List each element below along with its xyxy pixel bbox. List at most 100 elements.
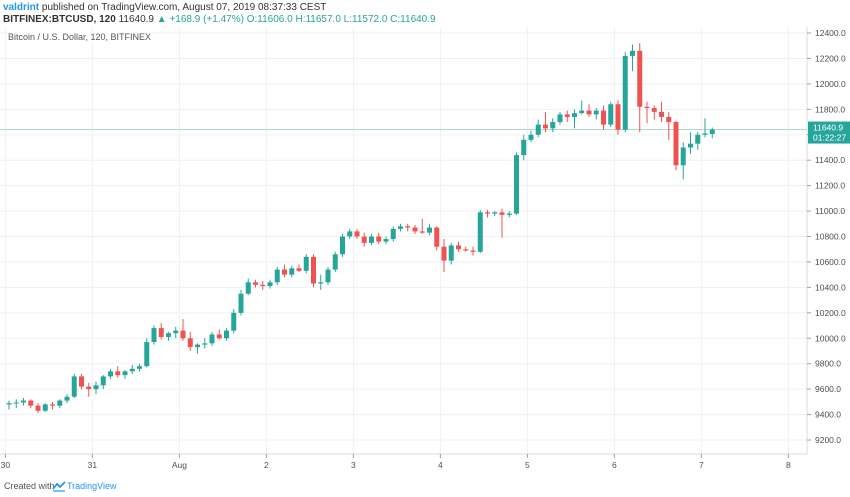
y-axis-panel[interactable] [807, 27, 850, 477]
candle-body [463, 249, 469, 251]
candle [202, 338, 208, 349]
candle-body [296, 268, 302, 271]
created-with-label: Created with [4, 481, 55, 491]
candle [644, 101, 650, 124]
candle-body [695, 134, 701, 144]
candle [274, 267, 280, 285]
candle-body [35, 405, 41, 411]
candle-body [354, 231, 360, 237]
candle [412, 225, 418, 234]
x-tick-label: 5 [525, 460, 530, 470]
candle-body [586, 110, 592, 115]
y-tick-label: 12000.0 [815, 79, 846, 89]
candle [369, 233, 374, 246]
candle [572, 109, 577, 129]
candle [535, 119, 541, 138]
candle [557, 111, 563, 125]
candle-body [209, 334, 215, 344]
candle [470, 246, 476, 256]
y-tick-label: 12200.0 [815, 53, 846, 63]
candle-body [195, 344, 200, 348]
candle-body [485, 212, 490, 214]
candle [586, 104, 592, 117]
candle-body [361, 236, 367, 243]
candle [673, 120, 679, 171]
candle [434, 226, 440, 251]
candle [180, 319, 186, 341]
candle-body [202, 343, 208, 345]
candle-body [245, 282, 251, 294]
y-tick-label: 10000.0 [815, 333, 846, 343]
candle-body [441, 246, 447, 261]
candle-body [637, 50, 643, 107]
candle [216, 329, 222, 340]
candle-body [673, 122, 679, 166]
candle [702, 118, 708, 138]
candle-body [253, 282, 258, 285]
footer: Created with TradingView [0, 477, 850, 497]
candle [601, 105, 606, 130]
candle-body [412, 227, 418, 232]
candle [224, 328, 229, 341]
candles [6, 43, 715, 414]
candle [608, 101, 614, 128]
candle-body [630, 50, 635, 56]
candle [419, 218, 425, 234]
candle-body [166, 333, 171, 337]
candle [441, 239, 447, 273]
y-axis: 9200.0 9400.0 9600.0 9800.0 10000.0 10200.0 10… [807, 28, 846, 445]
author-link[interactable]: valdrint [3, 2, 40, 13]
candle-body [13, 402, 19, 404]
y-tick-label: 9600.0 [815, 384, 841, 394]
ohlc-values: O:11606.0 H:11657.0 L:11572.0 C:11640.9 [246, 14, 436, 25]
candle [129, 364, 135, 374]
candle [79, 373, 84, 390]
candle-body [427, 227, 432, 233]
candle [245, 278, 251, 296]
current-price-label-bg [808, 121, 850, 144]
x-axis-panel[interactable] [0, 454, 807, 477]
candle-body [129, 368, 135, 372]
candle-body [666, 116, 672, 123]
y-tick-label: 9400.0 [815, 410, 841, 420]
candle-body [419, 231, 425, 233]
candle [209, 331, 215, 346]
candle-body [593, 110, 599, 115]
candle [361, 232, 367, 247]
candle [260, 281, 266, 290]
candle [499, 208, 505, 238]
candle-body [100, 376, 106, 386]
candle-body [289, 268, 295, 275]
candle-body [122, 371, 128, 376]
candle-body [216, 334, 222, 339]
candle [325, 267, 331, 285]
candle [521, 134, 527, 161]
candle-body [64, 396, 70, 401]
y-tick-label: 10600.0 [815, 257, 846, 267]
candle [593, 108, 599, 120]
candle [630, 44, 635, 72]
candle [13, 399, 19, 409]
candle-body [303, 256, 309, 271]
candle [311, 254, 316, 288]
candlestick-chart[interactable]: 9200.0 9400.0 9600.0 9800.0 10000.0 10200.0 10… [0, 27, 850, 477]
candle-body [86, 386, 92, 390]
candle-body [79, 376, 84, 387]
candle [427, 223, 432, 236]
tradingview-brand-link[interactable]: TradingView [67, 481, 117, 491]
candle [332, 251, 338, 273]
candle-body [173, 330, 179, 334]
candle-body [499, 212, 505, 215]
candle [231, 308, 237, 334]
candle [448, 242, 454, 265]
candle [108, 368, 113, 379]
candle-body [644, 106, 650, 109]
candle [405, 223, 411, 232]
current-price-label: 11640.9 01:22:27 [808, 121, 850, 144]
candle-body [709, 129, 715, 134]
candle-body [608, 104, 614, 125]
candle [64, 394, 70, 404]
candle-body [448, 245, 454, 261]
candle-body [144, 342, 150, 367]
candle-body [340, 236, 345, 255]
